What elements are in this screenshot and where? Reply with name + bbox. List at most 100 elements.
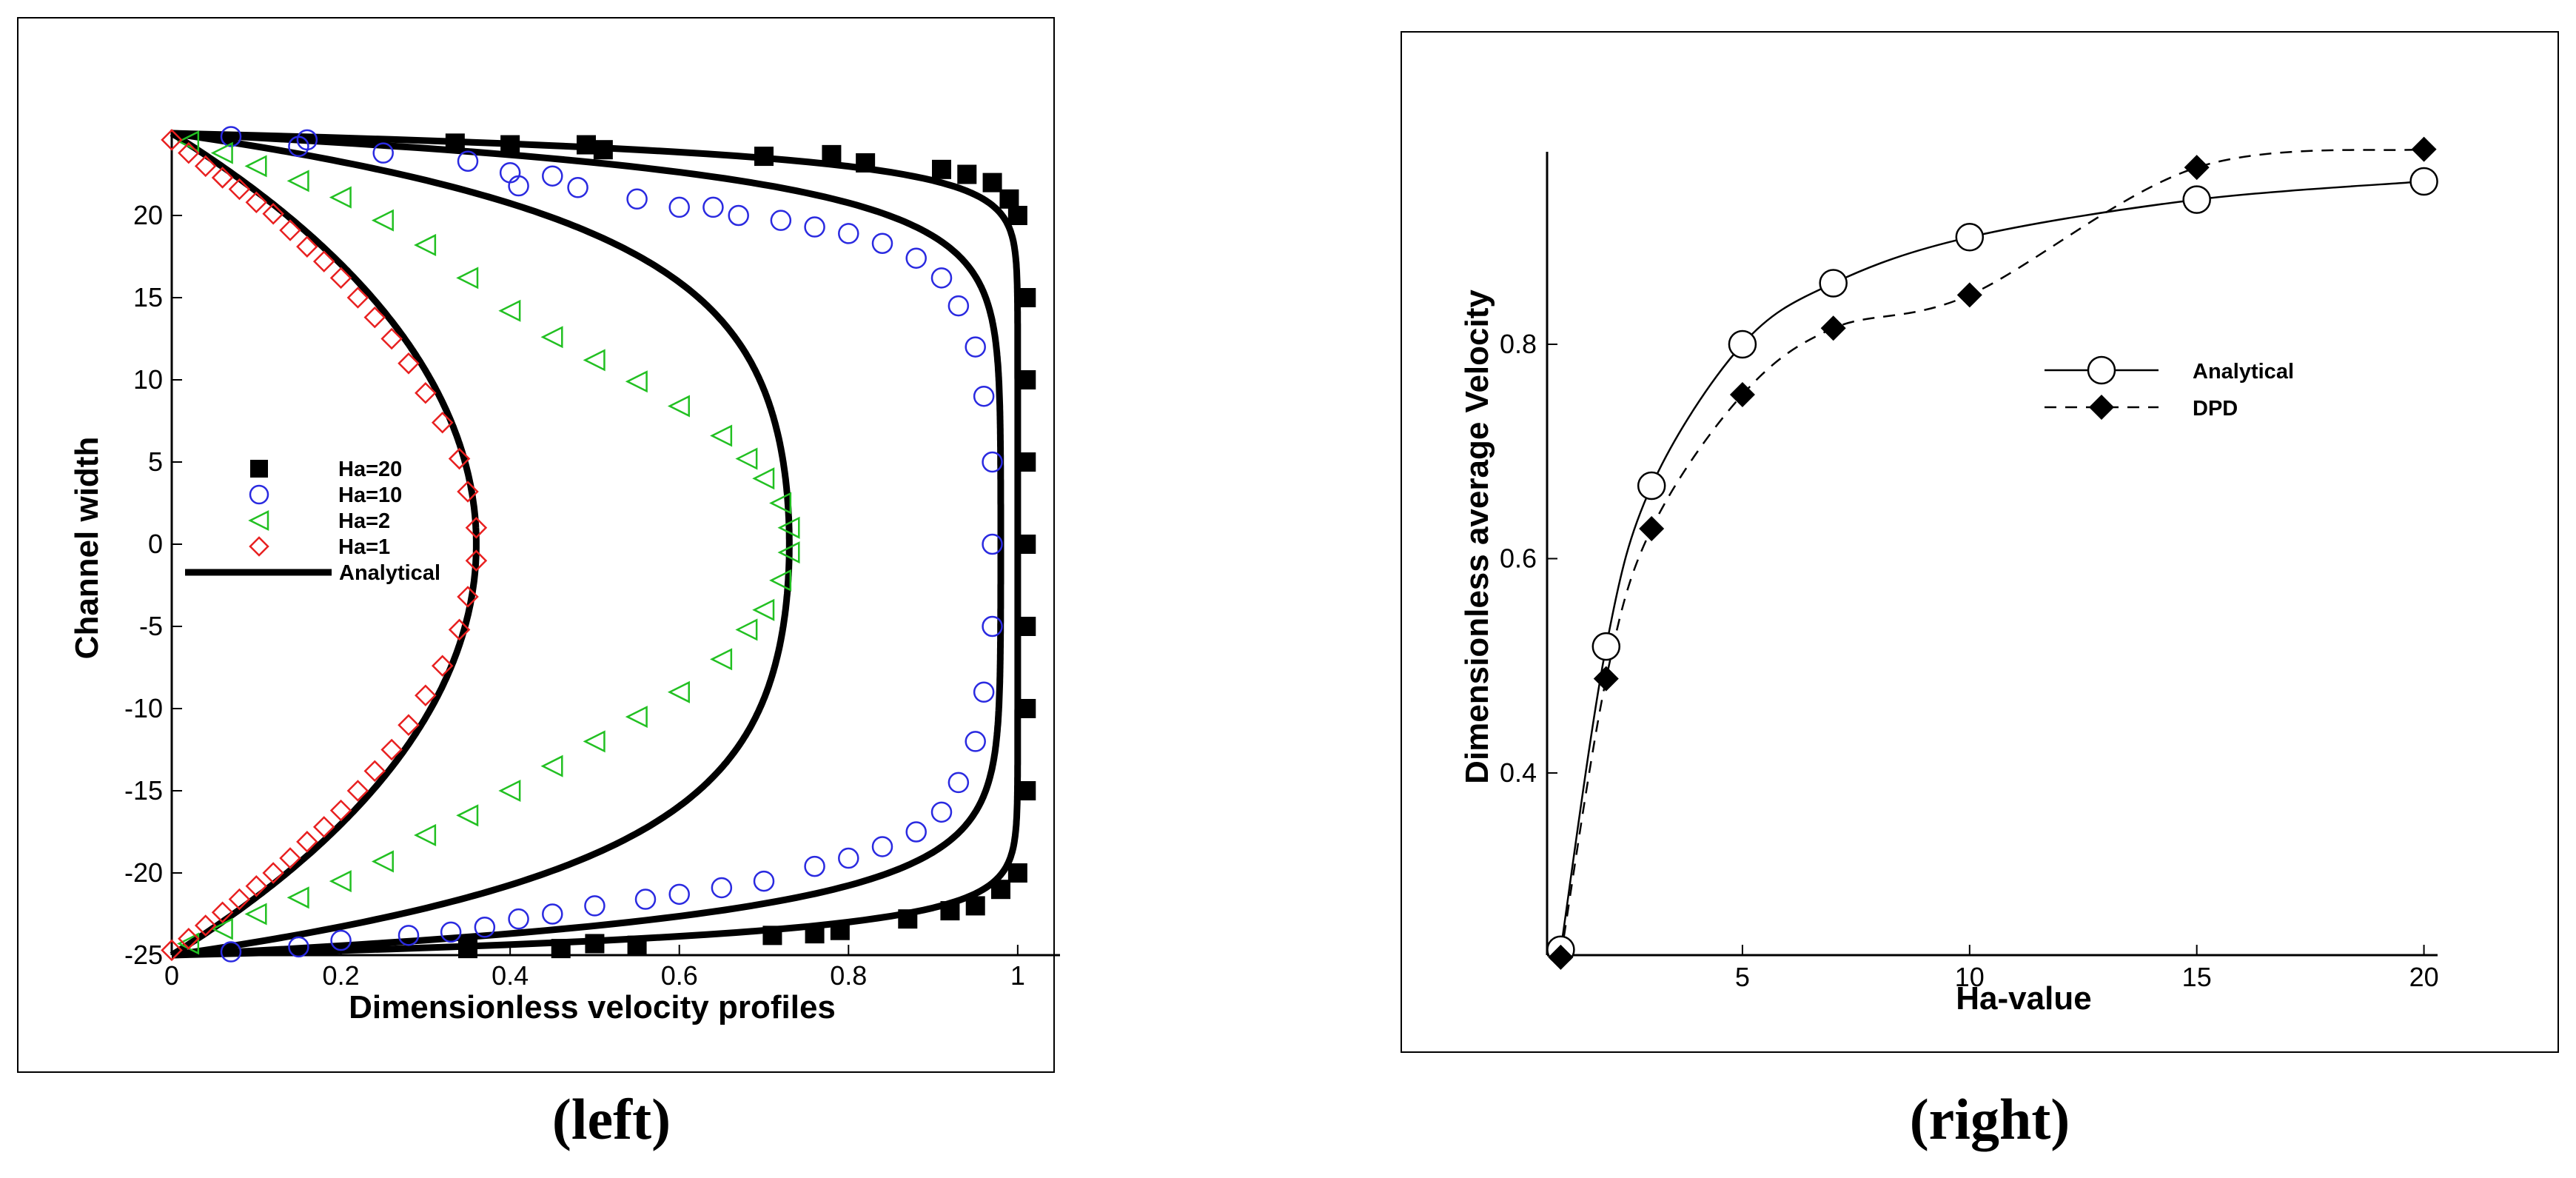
- point-ha20: [932, 159, 951, 179]
- line-analytical: [1560, 180, 2424, 950]
- point-ha10: [296, 129, 318, 151]
- point-ha1: [245, 191, 268, 214]
- point-ha10: [220, 126, 242, 147]
- point-ha1: [329, 267, 352, 290]
- left-data-points: [161, 126, 1036, 963]
- left-panel-frame: [17, 17, 1055, 1073]
- left-y-tick-label: -10: [124, 693, 163, 723]
- point-ha1: [161, 939, 183, 962]
- point-analytical: [1955, 223, 1985, 252]
- point-ha10: [770, 210, 792, 231]
- point-ha10: [838, 223, 859, 244]
- point-ha10: [838, 847, 859, 869]
- point-analytical: [1591, 632, 1621, 661]
- point-analytical: [1728, 329, 1757, 359]
- point-ha2: [710, 648, 733, 671]
- analytical-curve-ha10: [171, 130, 1004, 959]
- point-ha2: [769, 569, 792, 592]
- point-ha10: [457, 150, 479, 172]
- point-ha20: [458, 939, 477, 959]
- point-dpd: [1729, 382, 1755, 408]
- left-x-tick-label: 0.2: [323, 960, 360, 991]
- right-axes: 5 10 15 20 0.4 0.6 0.8: [1500, 152, 2439, 992]
- legend-label: Analytical: [2193, 360, 2294, 384]
- legend-marker-ha10: [249, 484, 269, 505]
- point-ha10: [965, 336, 986, 358]
- point-ha1: [457, 481, 479, 503]
- left-x-tick-label: 0.6: [661, 960, 698, 991]
- point-ha10: [508, 908, 529, 930]
- point-ha10: [930, 801, 953, 823]
- point-ha10: [871, 232, 893, 254]
- point-ha10: [728, 204, 749, 227]
- point-ha2: [625, 370, 648, 393]
- point-dpd: [1593, 666, 1619, 692]
- point-ha10: [947, 772, 970, 794]
- right-data-points: [1546, 136, 2438, 970]
- point-ha1: [431, 411, 454, 434]
- point-ha1: [431, 655, 454, 677]
- point-ha10: [567, 177, 588, 198]
- point-ha1: [346, 287, 369, 309]
- point-ha20: [445, 133, 465, 153]
- left-y-tick-label: -25: [124, 940, 163, 970]
- point-ha10: [973, 681, 995, 703]
- point-analytical: [1637, 471, 1666, 501]
- point-ha2: [625, 706, 648, 729]
- point-ha20: [822, 144, 842, 164]
- point-ha2: [414, 233, 437, 256]
- right-x-tick-label: 10: [1955, 962, 1985, 992]
- point-ha2: [777, 541, 800, 564]
- point-ha10: [440, 921, 462, 943]
- point-ha2: [498, 779, 521, 803]
- analytical-curve-ha20: [171, 130, 1022, 959]
- point-ha20: [965, 896, 985, 916]
- point-ha1: [398, 352, 420, 375]
- point-ha20: [754, 147, 774, 167]
- point-ha1: [194, 914, 217, 937]
- point-ha2: [735, 447, 758, 470]
- point-ha10: [499, 162, 521, 184]
- point-ha1: [448, 618, 471, 641]
- point-analytical: [2409, 167, 2438, 196]
- point-ha20: [830, 920, 850, 940]
- point-ha20: [957, 164, 977, 184]
- point-ha2: [210, 917, 233, 940]
- point-ha20: [805, 924, 825, 944]
- point-ha1: [415, 381, 437, 404]
- point-dpd: [2411, 136, 2437, 162]
- point-analytical: [2182, 185, 2211, 214]
- point-ha2: [752, 598, 775, 621]
- point-ha10: [965, 731, 986, 752]
- point-ha2: [329, 870, 352, 893]
- point-ha20: [593, 140, 613, 160]
- point-ha10: [930, 267, 953, 289]
- point-ha20: [627, 935, 647, 955]
- point-ha20: [1007, 206, 1027, 225]
- point-ha2: [456, 267, 479, 290]
- legend-marker-analytical: [2087, 355, 2116, 385]
- point-ha10: [668, 196, 690, 218]
- legend-marker-ha2: [248, 509, 269, 532]
- point-ha20: [1016, 535, 1036, 554]
- point-ha10: [474, 917, 496, 938]
- point-ha1: [228, 888, 251, 911]
- left-x-axis-label: Dimensionless velocity profiles: [349, 989, 836, 1025]
- point-ha2: [710, 424, 733, 447]
- point-ha1: [346, 780, 369, 802]
- right-lines: [1560, 148, 2424, 958]
- point-ha10: [542, 165, 563, 187]
- right-caption: (right): [1910, 1087, 2070, 1151]
- point-ha1: [448, 447, 471, 470]
- right-y-tick-label: 0.6: [1500, 543, 1537, 573]
- left-caption: (left): [552, 1087, 671, 1151]
- point-ha1: [329, 799, 352, 822]
- point-ha10: [542, 903, 563, 925]
- point-ha20: [762, 926, 782, 946]
- point-ha10: [947, 295, 970, 317]
- point-ha2: [286, 886, 309, 909]
- legend-label: Ha=2: [338, 509, 390, 533]
- point-ha2: [244, 903, 267, 926]
- left-x-tick-label: 0.8: [830, 960, 867, 991]
